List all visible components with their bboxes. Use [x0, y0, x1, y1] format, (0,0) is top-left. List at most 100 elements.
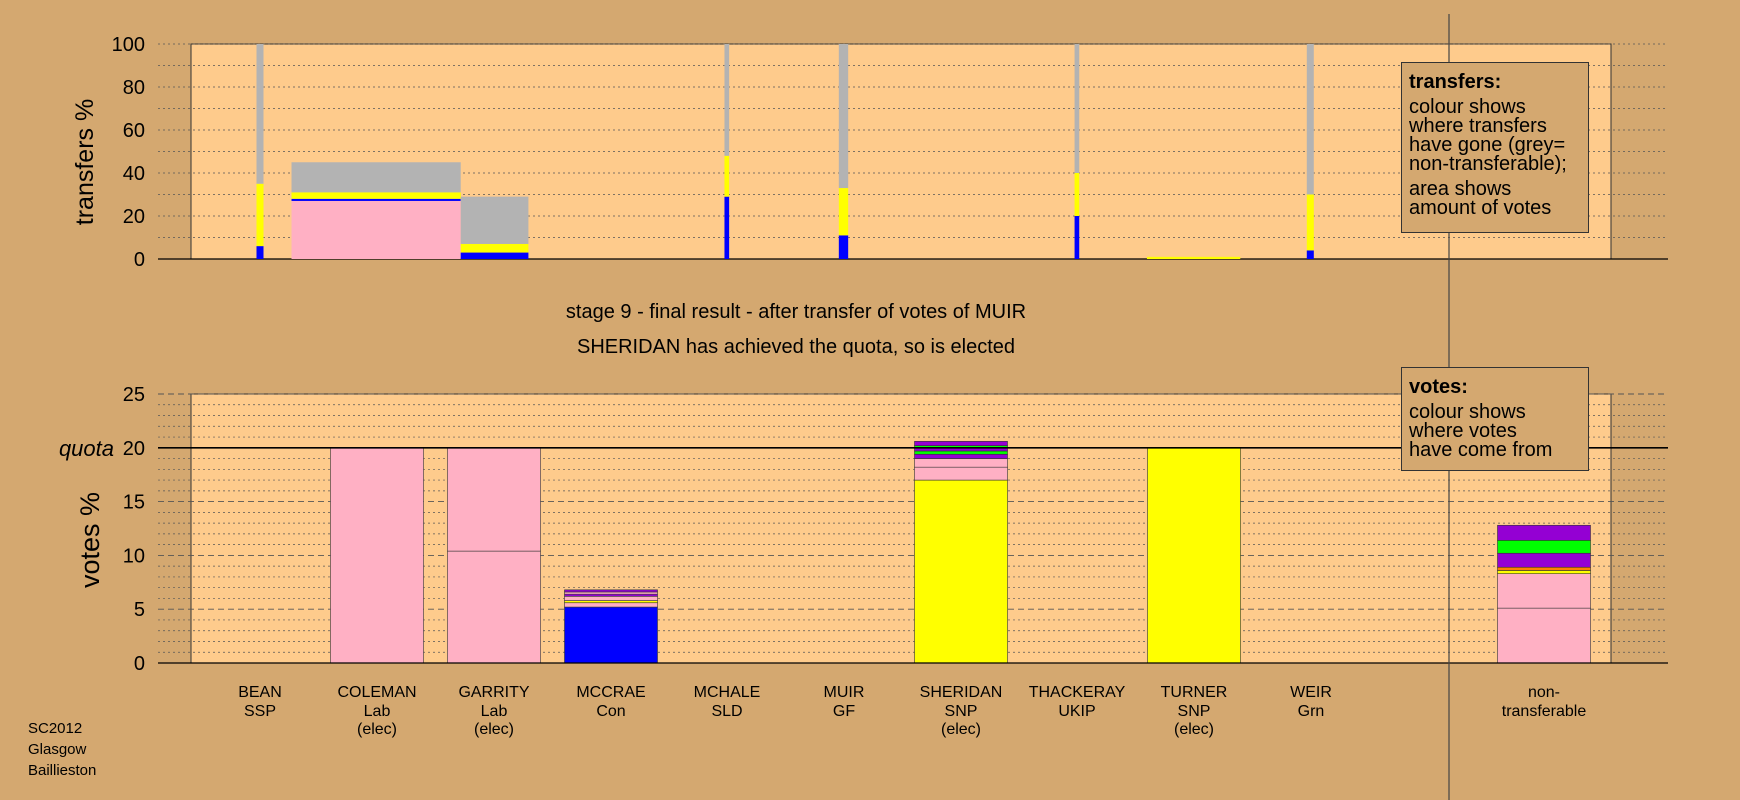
transfer-segment [1306, 44, 1314, 195]
transfer-segment [724, 44, 730, 156]
transfers-legend: transfers: colour shows where transfers … [1401, 62, 1589, 233]
votes-segment [564, 606, 658, 664]
transfers-legend-title: transfers: [1409, 71, 1502, 93]
transfers-legend-line: amount of votes [1409, 197, 1552, 219]
candidate-party: SNP [1178, 703, 1211, 720]
candidate-party: Con [596, 703, 625, 720]
candidate-name: SHERIDAN [920, 684, 1003, 701]
transfers-tick-label: 20 [123, 206, 145, 228]
transfers-legend-line: area shows [1409, 178, 1512, 200]
transfer-segment [460, 196, 529, 244]
votes-segment [1147, 447, 1241, 664]
transfer-segment [291, 192, 461, 199]
candidate-status: (elec) [1174, 721, 1214, 738]
votes-segment [564, 602, 658, 608]
transfers-axis-label: transfers % [71, 99, 99, 225]
transfer-segment [838, 235, 849, 259]
transfer-segment [256, 246, 264, 259]
footer-council: Glasgow [28, 741, 87, 758]
votes-segment [564, 591, 658, 595]
votes-segment [564, 600, 658, 604]
votes-segment [1497, 607, 1591, 664]
candidate-party: UKIP [1058, 703, 1095, 720]
votes-segment [914, 450, 1008, 455]
votes-segment [914, 479, 1008, 664]
votes-segment [564, 593, 658, 597]
transfers-legend-line: have gone (grey= [1409, 134, 1566, 156]
votes-segment [914, 441, 1008, 446]
votes-tick-label: 15 [123, 492, 145, 514]
candidate-name: GARRITY [458, 684, 529, 701]
votes-segment [330, 447, 424, 664]
transfers-tick-label: 40 [123, 163, 145, 185]
votes-tick-label: 5 [134, 599, 145, 621]
transfer-segment [1074, 173, 1080, 216]
votes-legend-line: have come from [1409, 439, 1553, 461]
transfers-legend-line: non-transferable); [1409, 153, 1567, 175]
election-footer: SC2012 Glasgow Baillieston [28, 718, 96, 781]
transfer-segment [1074, 44, 1080, 173]
transfers-legend-line: where transfers [1409, 115, 1547, 137]
transfer-segment [724, 155, 730, 197]
votes-segment [1497, 540, 1591, 554]
candidate-name: MCHALE [694, 684, 761, 701]
transfer-segment [460, 252, 529, 259]
transfers-legend-line: colour shows [1409, 96, 1526, 118]
candidate-party: GF [833, 703, 855, 720]
transfer-segment [1146, 256, 1241, 259]
votes-segment [564, 595, 658, 601]
votes-segment [914, 453, 1008, 459]
candidate-name: BEAN [238, 684, 282, 701]
candidate-party: transferable [1502, 703, 1587, 720]
candidate-status: (elec) [941, 721, 981, 738]
votes-segment [914, 458, 1008, 468]
votes-tick-label: 0 [134, 653, 145, 675]
transfer-segment [256, 44, 264, 184]
candidate-name: non- [1528, 684, 1560, 701]
votes-legend: votes: colour shows where votes have com… [1401, 367, 1589, 471]
candidate-name: COLEMAN [337, 684, 416, 701]
votes-axis-label: votes % [75, 492, 105, 588]
transfer-segment [256, 183, 264, 247]
votes-segment [1497, 570, 1591, 574]
stage-title: stage 9 - final result - after transfer … [566, 301, 1026, 323]
votes-legend-line: colour shows [1409, 401, 1526, 423]
transfer-segment [291, 162, 461, 193]
transfer-segment [291, 200, 461, 259]
transfer-segment [291, 198, 461, 201]
votes-legend-line: where votes [1409, 420, 1517, 442]
candidate-party: SSP [244, 703, 276, 720]
quota-label: quota [59, 436, 114, 461]
candidate-party: Lab [481, 703, 508, 720]
votes-tick-label: 25 [123, 384, 145, 406]
footer-election: SC2012 [28, 720, 83, 737]
candidate-party: SLD [711, 703, 742, 720]
candidate-party: Grn [1298, 703, 1325, 720]
votes-segment [1497, 566, 1591, 571]
votes-segment [564, 589, 658, 593]
candidate-name: THACKERAY [1029, 684, 1126, 701]
transfer-segment [838, 44, 849, 189]
votes-tick-label: 10 [123, 545, 145, 567]
votes-segment [1497, 573, 1591, 609]
transfers-tick-label: 100 [112, 34, 145, 56]
footer-ward: Baillieston [28, 762, 97, 779]
candidate-name: WEIR [1290, 684, 1332, 701]
stage-result: SHERIDAN has achieved the quota, so is e… [577, 336, 1015, 358]
votes-segment [1497, 552, 1591, 568]
votes-segment [447, 447, 541, 552]
transfer-segment [724, 196, 730, 259]
transfer-segment [460, 243, 529, 253]
candidate-name: TURNER [1161, 684, 1228, 701]
transfer-segment [1306, 194, 1314, 251]
candidate-name: MCCRAE [576, 684, 645, 701]
candidate-party: SNP [945, 703, 978, 720]
candidate-status: (elec) [474, 721, 514, 738]
candidate-party: Lab [364, 703, 391, 720]
votes-tick-label: 20 [123, 438, 145, 460]
votes-segment [447, 550, 541, 664]
votes-segment [914, 466, 1008, 481]
transfer-segment [838, 188, 849, 236]
